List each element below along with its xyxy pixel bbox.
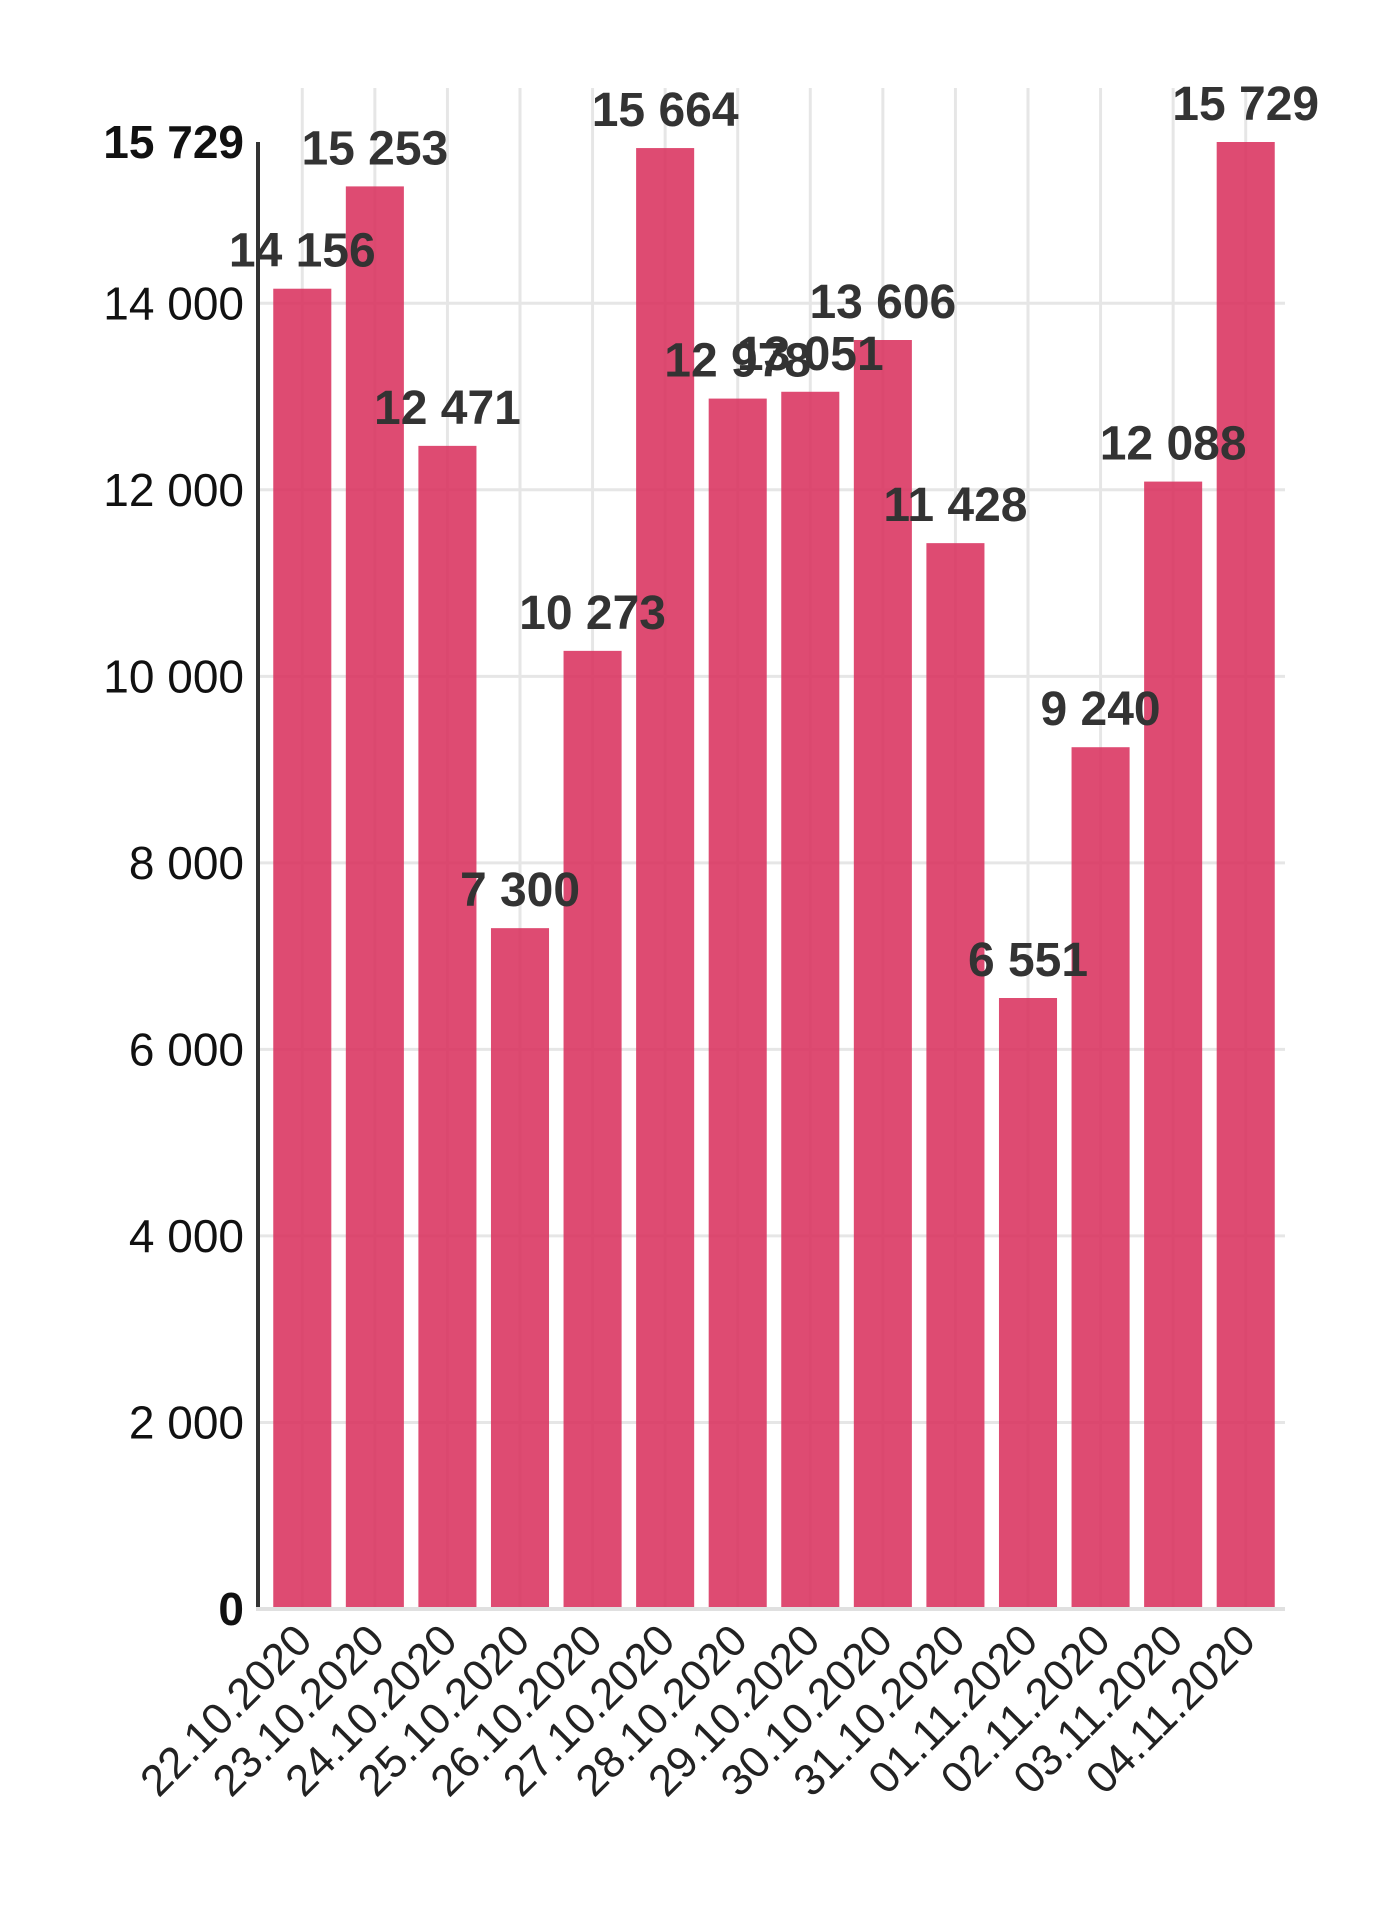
bar [563,650,622,1609]
bar [636,148,695,1609]
bar [708,398,767,1609]
y-tick-label: 15 729 [103,116,244,168]
value-label: 7 300 [460,864,580,917]
y-tick-label: 2 000 [129,1396,244,1448]
y-tick-label: 6 000 [129,1023,244,1075]
value-label: 13 606 [809,276,956,329]
bar [926,543,985,1609]
bar [273,288,332,1609]
bar [781,391,840,1610]
value-label: 12 471 [374,382,521,435]
y-tick-label: 10 000 [103,650,244,702]
x-tick-labels: 22.10.202023.10.202024.10.202025.10.2020… [131,1615,1265,1805]
value-label: 13 051 [737,328,884,381]
y-tick-label: 0 [218,1583,244,1635]
bar [998,998,1058,1609]
horizontal-gridlines [256,301,1285,1424]
y-tick-labels: 0 2 000 4 000 6 000 8 000 10 000 12 000 14 000 1… [103,116,244,1635]
bar [490,928,550,1609]
value-label: 12 088 [1100,418,1247,471]
value-label: 6 551 [968,934,1088,987]
y-tick-label: 4 000 [129,1210,244,1262]
value-label: 15 729 [1172,78,1319,131]
value-label: 15 253 [301,122,448,175]
value-label: 12 978 [664,335,811,388]
bars [273,142,1275,1610]
value-label: 9 240 [1041,683,1161,736]
value-label: 11 428 [883,479,1027,532]
value-labels: 14 156 15 253 12 471 7 300 10 273 15 664 12 97… [229,78,1319,987]
value-label: 14 156 [229,225,376,278]
value-label: 10 273 [519,587,666,640]
bar [853,340,912,1609]
bar [1216,142,1275,1609]
y-tick-label: 8 000 [129,837,244,889]
value-label: 15 664 [592,84,739,137]
bar [418,445,477,1609]
y-tick-label: 12 000 [103,464,244,516]
bar [1071,747,1130,1609]
bar [345,186,404,1610]
bar [1144,481,1203,1609]
y-tick-label: 14 000 [103,277,244,329]
